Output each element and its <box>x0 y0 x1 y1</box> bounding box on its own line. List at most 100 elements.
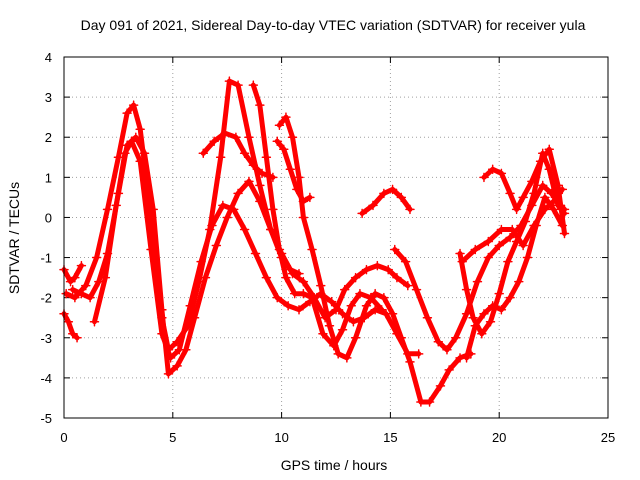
series-trace <box>457 150 567 337</box>
data-point <box>496 168 507 179</box>
data-point <box>228 204 239 215</box>
plot-frame <box>63 56 609 419</box>
data-point <box>305 192 315 203</box>
data-point <box>185 300 195 311</box>
x-axis-label: GPS time / hours <box>281 457 388 473</box>
data-point <box>272 292 282 303</box>
data-point <box>520 216 531 227</box>
data-point <box>355 288 365 299</box>
data-point <box>361 300 372 311</box>
series-arc-8 <box>274 112 476 407</box>
data-point <box>135 156 145 167</box>
data-point <box>487 164 498 175</box>
data-point <box>200 272 211 283</box>
data-point <box>422 312 433 323</box>
data-point <box>387 184 398 195</box>
data-point <box>413 349 424 359</box>
data-point <box>405 357 415 367</box>
data-point <box>379 188 389 199</box>
series-trace <box>359 186 413 216</box>
data-point <box>268 204 278 215</box>
data-point <box>67 284 78 295</box>
data-point <box>244 132 254 142</box>
data-point <box>279 144 289 155</box>
data-point <box>535 156 546 167</box>
data-point <box>424 397 435 407</box>
data-point <box>470 244 481 255</box>
data-point <box>85 292 95 303</box>
data-point <box>63 316 74 327</box>
data-point <box>518 192 528 203</box>
y-tick-label: 3 <box>45 90 52 105</box>
data-point <box>511 204 522 215</box>
data-point <box>261 272 272 283</box>
data-point <box>285 164 296 175</box>
data-point <box>496 304 507 315</box>
data-point <box>102 204 113 215</box>
data-point <box>298 276 309 287</box>
data-point <box>120 148 130 159</box>
data-point <box>527 176 537 187</box>
x-tick-label: 25 <box>601 430 615 445</box>
data-point <box>76 260 87 271</box>
data-point <box>220 128 230 138</box>
data-point <box>483 252 494 263</box>
data-point <box>548 204 559 215</box>
data-point <box>294 172 304 183</box>
data-point <box>505 188 515 199</box>
data-point <box>487 300 498 311</box>
y-tick-label: 1 <box>45 170 52 185</box>
data-point <box>281 272 291 283</box>
data-point <box>479 308 489 319</box>
data-point <box>298 212 309 223</box>
data-point <box>189 312 200 323</box>
data-point <box>257 168 267 179</box>
data-point <box>250 248 261 259</box>
series-trace <box>392 182 567 353</box>
data-point <box>455 248 465 259</box>
data-point <box>450 333 461 343</box>
data-point <box>531 220 541 231</box>
data-point <box>196 256 206 267</box>
data-point <box>307 244 317 255</box>
data-point <box>307 292 317 303</box>
data-point <box>131 132 141 142</box>
data-point <box>496 224 507 235</box>
y-tick-label: -1 <box>40 251 52 266</box>
data-point <box>165 353 176 363</box>
data-point <box>461 308 472 319</box>
y-tick-label: -3 <box>40 331 52 346</box>
data-point <box>326 296 337 307</box>
data-point <box>265 224 276 235</box>
data-point <box>361 264 372 275</box>
chart-title: Day 091 of 2021, Sidereal Day-to-day VTE… <box>81 17 586 33</box>
data-point <box>211 240 222 251</box>
data-point <box>65 276 76 287</box>
data-point <box>548 196 559 207</box>
data-point <box>318 329 328 339</box>
data-point <box>479 172 489 183</box>
data-point <box>357 208 367 219</box>
data-point <box>379 292 389 303</box>
data-point <box>350 272 361 283</box>
series-trace <box>61 263 84 285</box>
x-tick-label: 15 <box>383 430 397 445</box>
data-point <box>444 365 454 375</box>
data-point <box>255 100 265 110</box>
data-point <box>298 288 309 299</box>
data-point <box>376 304 387 315</box>
series-trace <box>200 130 276 180</box>
data-point <box>244 176 254 187</box>
y-tick-label: -2 <box>40 291 52 306</box>
data-point <box>139 148 150 159</box>
data-point <box>411 284 422 295</box>
data-point <box>505 232 515 243</box>
data-point <box>387 308 398 319</box>
data-point <box>346 300 356 311</box>
data-point <box>544 144 554 155</box>
data-point <box>294 304 304 315</box>
data-point <box>390 244 400 255</box>
data-point <box>113 152 124 163</box>
data-point <box>383 264 393 275</box>
